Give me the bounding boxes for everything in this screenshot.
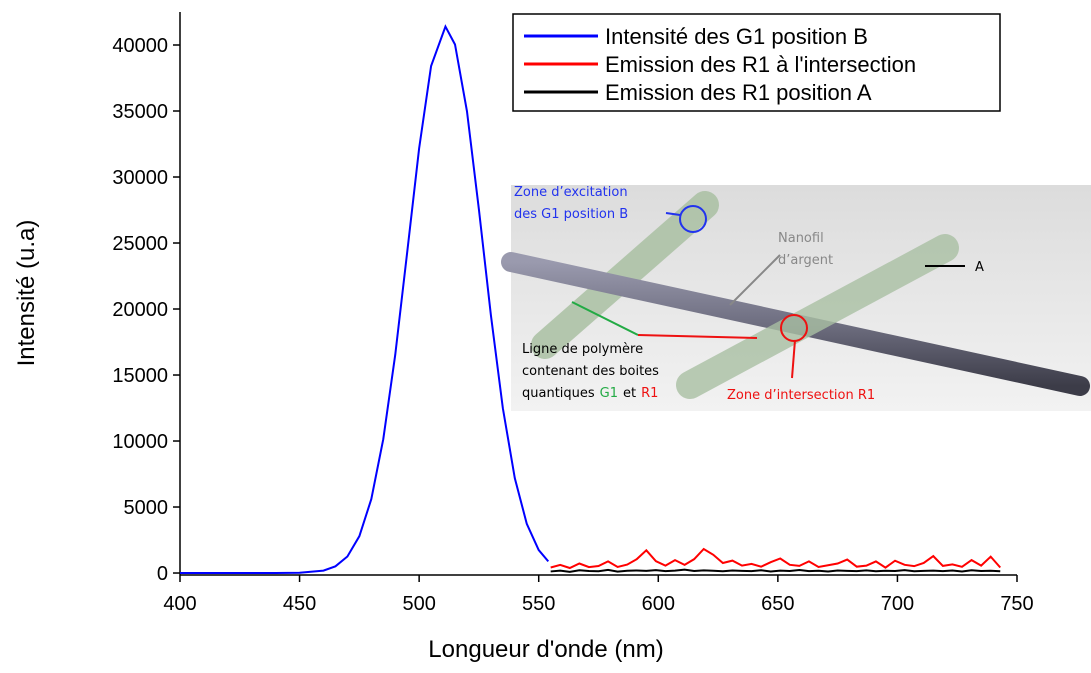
y-tick-label: 5000 — [124, 497, 169, 519]
x-axis-label: Longueur d'onde (nm) — [428, 636, 663, 663]
excitation-circle — [679, 205, 707, 233]
inset-label: R1 — [641, 386, 658, 401]
polymer-line — [676, 234, 959, 399]
inset-label: Zone d’intersection R1 — [727, 388, 875, 403]
y-tick-label: 30000 — [112, 167, 168, 189]
legend: Intensité des G1 position B Emission des … — [512, 13, 1001, 112]
inset-label: Zone d’excitation — [514, 185, 628, 200]
y-axis-label: Intensité (u.a) — [13, 220, 40, 367]
x-tick-label: 700 — [881, 593, 914, 615]
inset-label: A — [975, 260, 984, 275]
inset: Zone d’excitation des G1 position B Nano… — [501, 185, 1091, 411]
series-line — [550, 547, 1002, 570]
y-tick-label: 15000 — [112, 365, 168, 387]
x-tick-label: 500 — [402, 593, 435, 615]
pointer — [729, 254, 781, 306]
pointer — [665, 212, 681, 216]
inset-label: des G1 position B — [514, 207, 628, 222]
x-tick-label: 600 — [642, 593, 675, 615]
pointer — [637, 334, 758, 339]
inset-label: et — [623, 386, 636, 401]
y-tick-label: 25000 — [112, 233, 168, 255]
legend-label: Intensité des G1 position B — [605, 24, 868, 49]
series-line — [550, 568, 1001, 573]
inset-label: G1 — [600, 386, 618, 401]
inset-label: quantiques G1 et R1 — [522, 386, 658, 401]
inset-label: quantiques — [522, 386, 595, 401]
pointer — [571, 301, 639, 336]
x-tick-label: 400 — [163, 593, 196, 615]
series-line — [180, 24, 550, 575]
inset-label: d’argent — [778, 253, 833, 268]
legend-label: Emission des R1 position A — [605, 80, 872, 105]
inset-label: Nanofil — [778, 231, 824, 246]
plot-area: 400 450 500 550 600 650 700 750 0 5000 10000 15000 2… — [112, 12, 1034, 615]
x-tick-label: 750 — [1000, 593, 1033, 615]
y-tick-label: 35000 — [112, 101, 168, 123]
inset-label: Ligne de polymère — [522, 342, 643, 357]
x-tick-label: 550 — [522, 593, 555, 615]
y-tick-label: 40000 — [112, 35, 168, 57]
x-tick-label: 650 — [761, 593, 794, 615]
y-tick-label: 10000 — [112, 431, 168, 453]
y-tick-label: 20000 — [112, 299, 168, 321]
y-tick-label: 0 — [157, 563, 168, 585]
polymer-line — [531, 191, 719, 359]
legend-label: Emission des R1 à l'intersection — [605, 52, 916, 77]
pointer — [791, 339, 796, 379]
inset-label: contenant des boites — [522, 364, 659, 379]
x-tick-label: 450 — [283, 593, 316, 615]
